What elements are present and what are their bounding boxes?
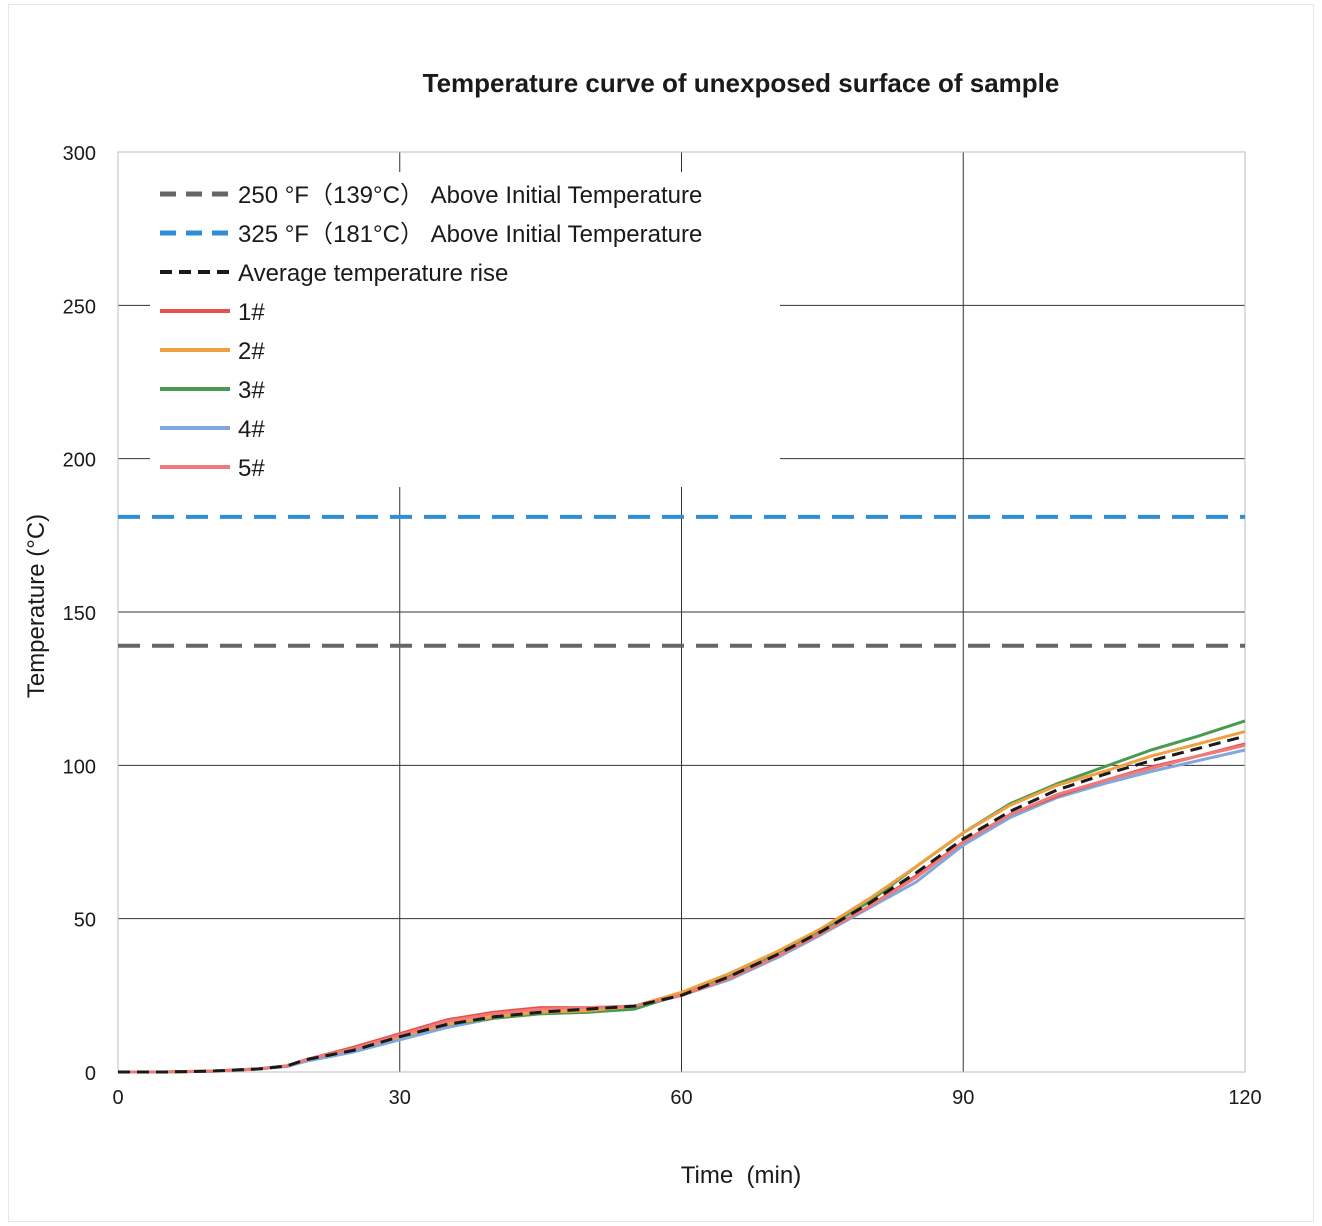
chart-title: Temperature curve of unexposed surface o… (423, 68, 1060, 98)
legend-label: 325 °F（181°C） Above Initial Temperature (238, 221, 702, 248)
y-tick-labels: 0 50 100 150 200 250 300 (63, 143, 96, 1085)
y-axis-label: Temperature (°C) (23, 514, 50, 698)
legend-label: 5# (238, 455, 265, 482)
y-tick-label: 200 (63, 450, 96, 472)
legend-label: 250 °F（139°C） Above Initial Temperature (238, 182, 702, 209)
series-line-3 (118, 734, 1246, 1074)
x-tick-labels: 0 30 60 90 120 (112, 1087, 1261, 1109)
y-tick-label: 250 (63, 296, 96, 318)
y-tick-label: 0 (85, 1063, 96, 1085)
x-axis-label: Time (min) (681, 1162, 801, 1189)
plot-area-border (117, 151, 1246, 1073)
y-tick-label: 300 (63, 143, 96, 165)
x-tick-label: 0 (112, 1087, 123, 1109)
legend-label: 2# (238, 338, 265, 365)
series-layer (118, 514, 1246, 1074)
legend-background (150, 172, 780, 487)
legend-label: 3# (238, 377, 265, 404)
y-tick-label: 150 (63, 603, 96, 625)
legend-label: 1# (238, 299, 265, 326)
y-tick-label: 100 (63, 756, 96, 778)
x-tick-label: 120 (1228, 1087, 1261, 1109)
x-tick-label: 30 (389, 1087, 411, 1109)
x-tick-label: 90 (952, 1087, 974, 1109)
legend-label: 4# (238, 416, 265, 443)
y-tick-label: 50 (74, 910, 96, 932)
x-tick-label: 60 (670, 1087, 692, 1109)
chart-frame (8, 4, 1314, 1222)
legend: 250 °F（139°C） Above Initial Temperature 3… (150, 172, 780, 487)
legend-label: Average temperature rise (238, 260, 508, 287)
